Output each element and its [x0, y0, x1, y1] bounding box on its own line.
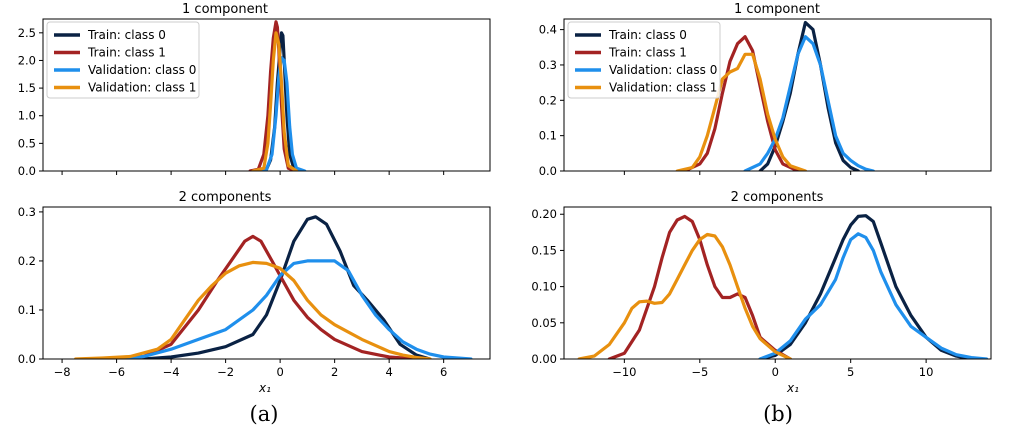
chart-a-top-series-validation-class-0 [254, 56, 307, 171]
chart-a-top-ytick-label: 1.0 [18, 109, 36, 123]
chart-a-top-series-train-class-1 [248, 20, 299, 171]
caption-b: (b) [763, 402, 793, 426]
chart-b-bottom-ytick-label: 0.00 [531, 352, 557, 366]
chart-a-bottom-xtick-label: −6 [108, 365, 125, 379]
legend-label-validation-class-0: Validation: class 0 [609, 63, 717, 77]
legend-box [46, 21, 200, 99]
legend-label-train-class-0: Train: class 0 [87, 28, 166, 42]
chart-a-bottom-xtick-label: 0 [276, 365, 283, 379]
chart-a-bottom-title: 2 components [179, 190, 272, 205]
chart-b-bottom: 2 components x₁ −10 −5 0 5 10 0.00 0.05 0.10 0.1… [531, 190, 992, 395]
chart-a-bottom-axes-frame [42, 206, 491, 360]
chart-a-bottom-xtick-label: −4 [163, 365, 180, 379]
chart-a-top-ytick-label: 2.5 [18, 26, 36, 40]
legend-label-validation-class-1: Validation: class 1 [609, 81, 717, 95]
legend-label-validation-class-1: Validation: class 1 [88, 81, 196, 95]
legend-label-train-class-1: Train: class 1 [87, 46, 166, 60]
chart-b-bottom-xlabel: x₁ [786, 381, 799, 395]
chart-a-bottom-series-validation-class-0 [115, 259, 473, 359]
chart-b-bottom-xtick-label: −10 [612, 365, 636, 379]
chart-a-bottom-xtick-label: −2 [217, 365, 234, 379]
chart-a-top-title: 1 component [182, 2, 268, 17]
chart-a-bottom: 2 components x₁ −8 −6 −4 −2 0 2 4 6 0.0 0.1 0.2 0.3 [18, 190, 491, 395]
chart-b-top-title: 1 component [734, 2, 820, 17]
chart-a-bottom-series-train-class-0 [142, 215, 432, 359]
legend-label-validation-class-0: Validation: class 0 [88, 63, 196, 77]
chart-a-top-axes-frame [42, 18, 491, 172]
chart-a-legend: Train: class 0 Train: class 1 Validation: … [46, 21, 200, 99]
chart-b-top-ytick-label: 0.1 [539, 129, 557, 143]
chart-a-bottom-xtick-label: 6 [440, 365, 447, 379]
chart-b-top: 1 component 0.0 0.1 0.2 0.3 0.4 [539, 2, 992, 178]
chart-a-bottom-series-train-class-1 [115, 234, 418, 359]
chart-b-bottom-ytick-label: 0.15 [531, 243, 557, 257]
legend-box [567, 21, 721, 99]
chart-b-top-series-train-class-1 [683, 35, 800, 171]
chart-a-top-ytick-label: 2.0 [18, 53, 36, 67]
chart-b-bottom-xtick-label: 0 [772, 365, 779, 379]
chart-b-top-ytick-label: 0.4 [539, 23, 557, 37]
caption-a: (a) [250, 402, 279, 426]
chart-a-bottom-xtick-label: −8 [54, 365, 71, 379]
chart-a-bottom-series-validation-class-1 [74, 260, 432, 359]
chart-b-bottom-title: 2 components [731, 190, 824, 205]
chart-b-bottom-ytick-label: 0.10 [531, 280, 557, 294]
chart-b-top-series-validation-class-0 [743, 35, 875, 171]
legend-label-train-class-1: Train: class 1 [608, 46, 687, 60]
chart-a-bottom-xlabel: x₁ [258, 381, 271, 395]
chart-a-bottom-ytick-label: 0.1 [18, 303, 36, 317]
chart-a-top: 1 component 0.0 0.5 1.0 1.5 2.0 2.5 [18, 2, 491, 178]
chart-b-bottom-series-validation-class-0 [758, 232, 989, 359]
chart-b-bottom-ytick-label: 0.20 [531, 207, 557, 221]
chart-a-top-series-validation-class-1 [251, 31, 299, 171]
chart-a-bottom-ytick-label: 0.2 [18, 254, 36, 268]
chart-a-bottom-ytick-label: 0.3 [18, 205, 36, 219]
chart-b-bottom-series-train-class-1 [607, 214, 792, 359]
chart-b-top-ytick-label: 0.3 [539, 58, 557, 72]
chart-a-bottom-xtick-label: 2 [331, 365, 338, 379]
chart-b-top-series-validation-class-1 [675, 52, 807, 171]
chart-b-top-ytick-label: 0.2 [539, 93, 557, 107]
chart-b-legend: Train: class 0 Train: class 1 Validation: … [567, 21, 721, 99]
chart-b-bottom-series-validation-class-1 [577, 232, 792, 359]
legend-label-train-class-0: Train: class 0 [608, 28, 687, 42]
chart-b-bottom-xtick-label: 5 [847, 365, 854, 379]
chart-a-bottom-ytick-label: 0.0 [18, 352, 36, 366]
chart-b-bottom-ytick-label: 0.05 [531, 316, 557, 330]
chart-b-top-axes-frame [563, 18, 992, 172]
chart-a-top-ytick-label: 1.5 [18, 81, 36, 95]
chart-b-bottom-xtick-label: −5 [691, 365, 708, 379]
chart-a-top-ytick-label: 0.0 [18, 164, 36, 178]
chart-a-bottom-xtick-label: 4 [385, 365, 392, 379]
chart-b-bottom-axes-frame [563, 206, 992, 360]
chart-a-top-ytick-label: 0.5 [18, 136, 36, 150]
chart-b-bottom-xtick-label: 10 [919, 365, 934, 379]
chart-b-top-ytick-label: 0.0 [539, 164, 557, 178]
